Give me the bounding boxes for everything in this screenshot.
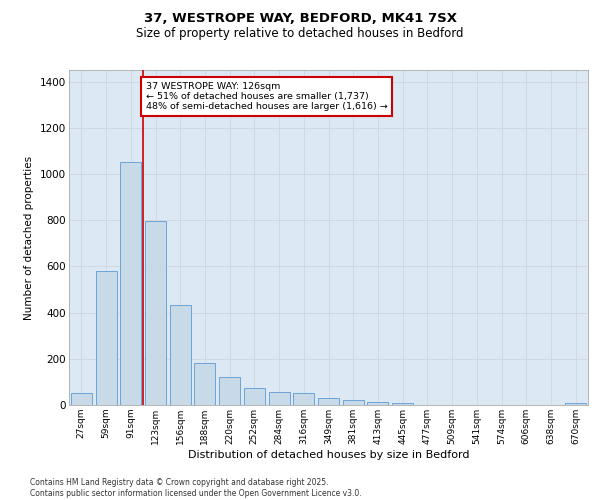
Bar bbox=[392, 404, 413, 405]
Bar bbox=[244, 388, 265, 405]
Bar bbox=[194, 364, 215, 405]
Text: 37, WESTROPE WAY, BEDFORD, MK41 7SX: 37, WESTROPE WAY, BEDFORD, MK41 7SX bbox=[143, 12, 457, 26]
Text: Contains HM Land Registry data © Crown copyright and database right 2025.
Contai: Contains HM Land Registry data © Crown c… bbox=[30, 478, 362, 498]
Bar bbox=[145, 222, 166, 405]
X-axis label: Distribution of detached houses by size in Bedford: Distribution of detached houses by size … bbox=[188, 450, 469, 460]
Bar bbox=[71, 394, 92, 405]
Bar bbox=[318, 398, 339, 405]
Y-axis label: Number of detached properties: Number of detached properties bbox=[25, 156, 34, 320]
Bar bbox=[367, 402, 388, 405]
Bar bbox=[343, 400, 364, 405]
Bar bbox=[269, 392, 290, 405]
Bar bbox=[95, 271, 116, 405]
Bar bbox=[120, 162, 141, 405]
Bar bbox=[565, 402, 586, 405]
Text: Size of property relative to detached houses in Bedford: Size of property relative to detached ho… bbox=[136, 28, 464, 40]
Bar bbox=[219, 378, 240, 405]
Bar bbox=[293, 394, 314, 405]
Text: 37 WESTROPE WAY: 126sqm
← 51% of detached houses are smaller (1,737)
48% of semi: 37 WESTROPE WAY: 126sqm ← 51% of detache… bbox=[146, 82, 388, 112]
Bar bbox=[170, 304, 191, 405]
